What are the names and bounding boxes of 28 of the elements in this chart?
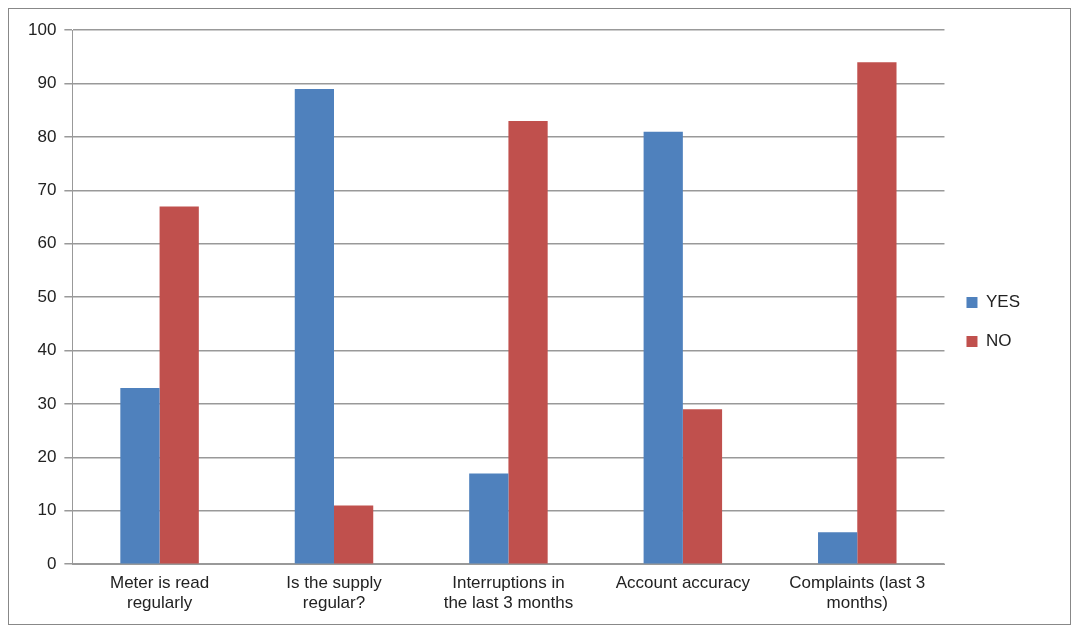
legend-label: YES bbox=[985, 292, 1021, 312]
x-tick-label: Account accuracy bbox=[615, 573, 751, 593]
bar bbox=[334, 505, 374, 564]
y-tick-label: 10 bbox=[37, 500, 57, 520]
x-tick-label: Meter is read regularly bbox=[109, 573, 210, 613]
bar bbox=[294, 88, 334, 564]
y-tick-label: 50 bbox=[37, 286, 57, 306]
bar bbox=[818, 532, 858, 564]
y-tick-label: 60 bbox=[37, 233, 57, 253]
x-tick-label: Is the supply regular? bbox=[286, 573, 383, 613]
y-tick-label: 90 bbox=[37, 73, 57, 93]
legend-label: NO bbox=[985, 331, 1012, 351]
y-tick-label: 30 bbox=[37, 393, 57, 413]
bar bbox=[508, 120, 548, 564]
bar bbox=[682, 409, 723, 564]
bar bbox=[643, 131, 683, 564]
x-tick-label: Complaints (last 3 months) bbox=[789, 573, 926, 613]
bar bbox=[159, 206, 199, 564]
y-tick-label: 100 bbox=[27, 19, 57, 39]
bar bbox=[857, 62, 897, 564]
x-tick-label: Interruptions in the last 3 months bbox=[443, 573, 574, 613]
bar bbox=[120, 387, 160, 564]
y-tick-label: 40 bbox=[37, 340, 57, 360]
y-tick-label: 80 bbox=[37, 126, 57, 146]
bar bbox=[469, 473, 509, 564]
y-tick-label: 0 bbox=[46, 553, 57, 573]
y-tick-label: 70 bbox=[37, 180, 57, 200]
y-tick-label: 20 bbox=[37, 447, 57, 467]
